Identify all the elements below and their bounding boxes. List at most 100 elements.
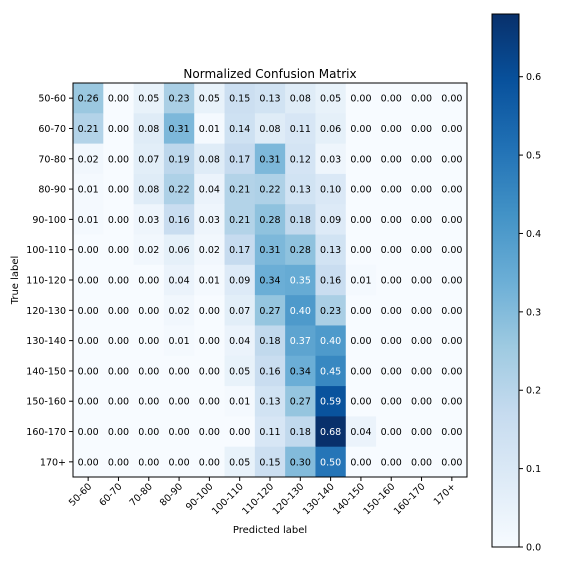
cell-value-label: 0.00 [350, 154, 371, 165]
heatmap-cell [406, 173, 438, 205]
cell-value-label: 0.00 [108, 306, 129, 317]
cell-value-label: 0.07 [138, 154, 159, 165]
heatmap-cell [103, 83, 135, 114]
y-tick-label: 110-120 [26, 276, 66, 287]
cell-value-label: 0.23 [168, 94, 189, 105]
heatmap-cell [133, 386, 165, 417]
cell-value-label: 0.16 [168, 215, 189, 226]
heatmap-cell [345, 173, 377, 205]
heatmap-cell [254, 264, 286, 296]
heatmap-cell [224, 204, 256, 235]
heatmap-cell [436, 143, 468, 175]
cell-value-label: 0.00 [168, 457, 189, 468]
heatmap-cell [163, 325, 195, 357]
heatmap-cell [194, 143, 225, 175]
cell-value-label: 0.40 [290, 306, 311, 317]
cell-value-label: 0.00 [78, 336, 99, 347]
cell-value-label: 0.22 [259, 185, 280, 196]
heatmap-cell [285, 446, 316, 478]
heatmap-cell [133, 264, 165, 296]
heatmap-cell [224, 446, 256, 478]
chart-title: Normalized Confusion Matrix [183, 67, 356, 81]
cell-value-label: 0.02 [138, 245, 159, 256]
cell-value-label: 0.00 [441, 245, 462, 256]
colorbar-ticks: 0.0 0.1 0.2 0.3 0.4 0.5 0.6 [519, 72, 541, 554]
cell-value-label: 0.00 [441, 397, 462, 408]
heatmap-cell [315, 264, 347, 296]
heatmap-cell [376, 143, 407, 175]
heatmap-cell [376, 113, 407, 145]
colorbar-tick-label: 0.4 [526, 229, 541, 240]
heatmap-cell [345, 143, 377, 175]
heatmap-cell [376, 386, 407, 417]
cell-value-label: 0.27 [290, 397, 311, 408]
cell-value-label: 0.34 [259, 276, 280, 287]
heatmap-cell [376, 325, 407, 357]
cell-value-label: 0.23 [320, 306, 341, 317]
heatmap-cell [315, 204, 347, 235]
heatmap-cell [315, 295, 347, 326]
cell-value-label: 0.00 [411, 366, 432, 377]
cell-value-label: 0.00 [381, 336, 402, 347]
colorbar [491, 13, 520, 548]
heatmap-cell [345, 446, 377, 478]
cell-value-label: 0.59 [320, 397, 341, 408]
heatmap-cell [315, 83, 347, 114]
cell-value-label: 0.00 [108, 185, 129, 196]
y-tick-label: 150-160 [26, 397, 66, 408]
cell-value-label: 0.00 [78, 306, 99, 317]
heatmap-cell [376, 264, 407, 296]
heatmap-cell [285, 386, 316, 417]
cell-value-label: 0.00 [108, 397, 129, 408]
cell-value-label: 0.01 [199, 124, 220, 135]
y-tick-label: 130-140 [26, 336, 66, 347]
cell-value-label: 0.00 [441, 306, 462, 317]
cell-value-label: 0.00 [350, 245, 371, 256]
y-tick-label: 120-130 [26, 306, 66, 317]
heatmap-cell [224, 173, 256, 205]
cell-value-label: 0.00 [168, 427, 189, 438]
heatmap-cell [133, 416, 165, 448]
heatmap-cell [133, 355, 165, 387]
heatmap-cell [163, 295, 195, 326]
cell-value-label: 0.31 [259, 154, 280, 165]
heatmap-cell [315, 355, 347, 387]
cell-value-label: 0.00 [199, 306, 220, 317]
cell-value-label: 0.45 [320, 366, 341, 377]
cell-value-label: 0.00 [138, 427, 159, 438]
cell-value-label: 0.00 [350, 397, 371, 408]
heatmap-cell [194, 113, 225, 145]
heatmap-cell [224, 386, 256, 417]
cell-value-label: 0.00 [78, 457, 99, 468]
cell-value-label: 0.00 [381, 457, 402, 468]
heatmap-cell [345, 204, 377, 235]
cell-value-label: 0.00 [381, 427, 402, 438]
cell-value-label: 0.00 [381, 215, 402, 226]
cell-value-label: 0.21 [78, 124, 99, 135]
heatmap-cell [194, 234, 225, 266]
cell-value-label: 0.02 [78, 154, 99, 165]
cell-value-label: 0.30 [290, 457, 311, 468]
cell-value-label: 0.00 [411, 276, 432, 287]
cell-value-label: 0.00 [108, 154, 129, 165]
heatmap-cell [436, 386, 468, 417]
cell-value-label: 0.11 [290, 124, 311, 135]
cell-value-label: 0.00 [411, 397, 432, 408]
heatmap-cell [133, 143, 165, 175]
cell-value-label: 0.00 [199, 397, 220, 408]
cell-value-label: 0.00 [441, 366, 462, 377]
heatmap-cell [224, 264, 256, 296]
cell-value-label: 0.00 [411, 154, 432, 165]
heatmap-cell [315, 446, 347, 478]
heatmap-cell [163, 264, 195, 296]
cell-value-label: 0.13 [290, 185, 311, 196]
heatmap-cell [436, 204, 468, 235]
heatmap-cell [254, 204, 286, 235]
cell-value-label: 0.00 [350, 215, 371, 226]
cell-value-label: 0.05 [229, 366, 250, 377]
cell-value-label: 0.08 [290, 94, 311, 105]
heatmap-cell [163, 173, 195, 205]
cell-value-label: 0.13 [259, 397, 280, 408]
heatmap-cell [406, 264, 438, 296]
